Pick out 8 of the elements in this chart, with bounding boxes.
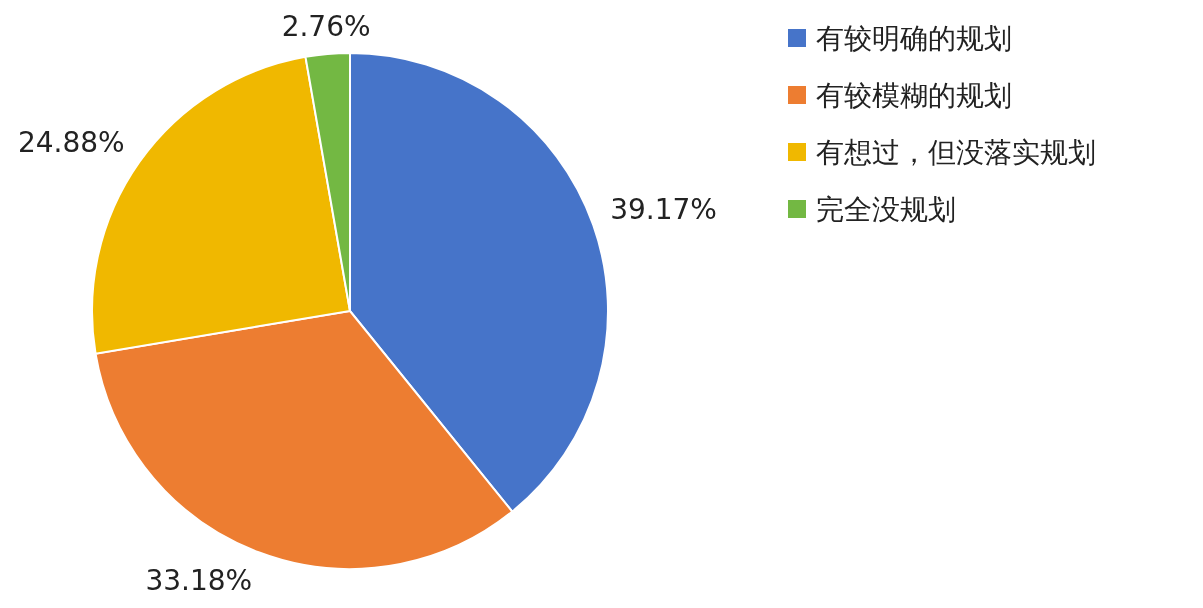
legend-label: 有想过，但没落实规划 [816, 135, 1096, 169]
legend-label: 完全没规划 [816, 192, 956, 226]
data-label: 2.76% [281, 10, 371, 44]
data-label: 39.17% [610, 192, 717, 226]
legend-label: 有较模糊的规划 [816, 78, 1012, 112]
data-label: 24.88% [17, 125, 125, 159]
data-label: 33.18% [145, 563, 253, 597]
legend-label: 有较明确的规划 [816, 21, 1012, 55]
